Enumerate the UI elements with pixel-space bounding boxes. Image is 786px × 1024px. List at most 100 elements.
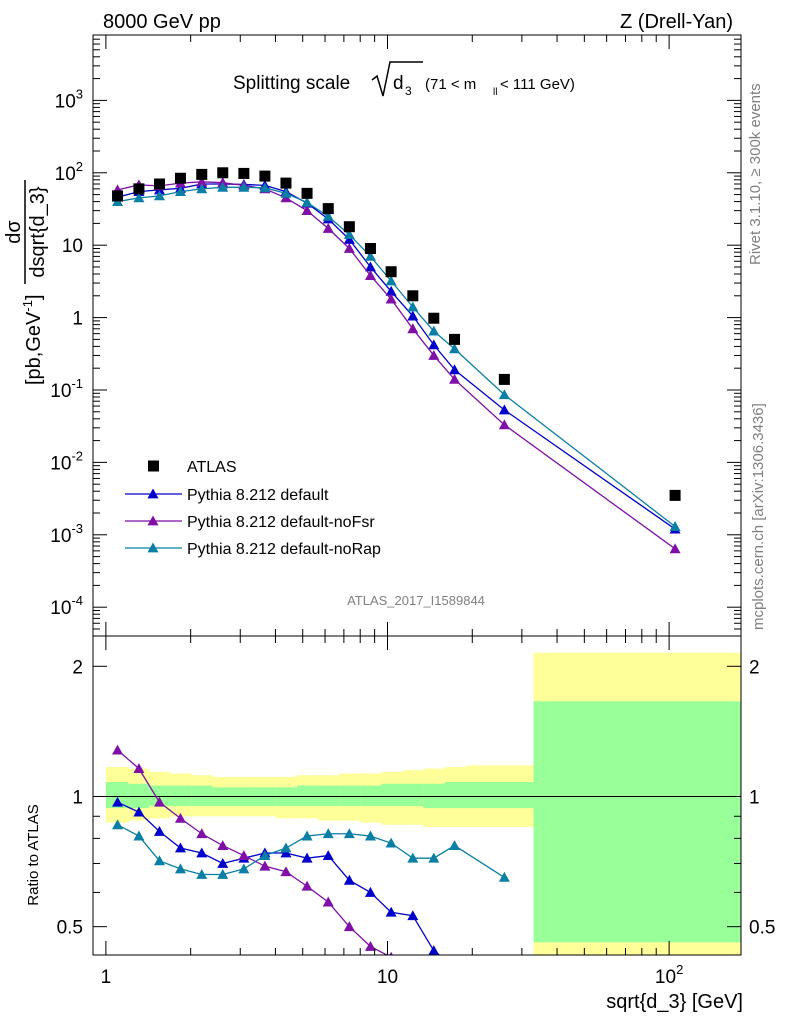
- series-line: [117, 183, 676, 530]
- y-tick-label: 10-4: [50, 593, 83, 619]
- ratio-point: [112, 796, 124, 807]
- legend-label: ATLAS: [187, 459, 237, 476]
- ratio-point: [112, 819, 124, 830]
- atlas-point: [196, 168, 208, 180]
- legend: ATLAS Pythia 8.212 default Pythia 8.212 de…: [125, 459, 381, 558]
- data-point: [133, 192, 145, 203]
- data-point: [364, 270, 376, 281]
- header-right: Z (Drell-Yan): [620, 11, 733, 33]
- legend-marker: [147, 488, 159, 499]
- uncertainty-band-inner: [148, 785, 171, 807]
- uncertainty-band-inner: [170, 785, 192, 807]
- ratio-point: [322, 850, 334, 860]
- header-left: 8000 GeV pp: [103, 11, 221, 33]
- ratio-y-tick-label: 2: [72, 657, 83, 678]
- data-point: [449, 373, 461, 384]
- ratio-point: [343, 921, 355, 932]
- y-tick-label: 10-3: [50, 521, 83, 547]
- y-tick-label: 10-1: [50, 376, 83, 402]
- uncertainty-band-inner: [105, 782, 129, 809]
- ratio-point: [217, 840, 229, 850]
- y-label-numerator: dσ: [3, 220, 25, 244]
- atlas-point: [217, 167, 229, 179]
- data-point: [385, 275, 397, 286]
- data-point: [364, 261, 376, 272]
- ratio-y-tick-label: 0.5: [57, 918, 83, 939]
- ratio-y-tick-label-right: 2: [749, 657, 760, 678]
- ratio-point: [238, 850, 250, 860]
- ratio-point: [133, 830, 145, 841]
- data-point: [385, 285, 397, 296]
- ratio-point: [364, 940, 376, 951]
- data-point: [428, 349, 440, 360]
- legend-label: Pythia 8.212 default: [187, 487, 329, 504]
- analysis-id: ATLAS_2017_I1589844: [347, 593, 485, 608]
- title-range-sub: ll: [493, 87, 497, 98]
- ratio-line: [117, 801, 441, 955]
- data-point: [449, 343, 461, 354]
- ratio-panel: 1 10 102 0.5 0.5 1 1 2 2: [57, 635, 775, 988]
- x-tick-label: 10: [377, 967, 398, 988]
- atlas-point: [498, 373, 510, 385]
- ratio-point: [196, 828, 208, 839]
- data-point: [407, 323, 419, 334]
- atlas-point: [301, 187, 313, 199]
- ratio-point: [259, 850, 271, 860]
- y-tick-label: 10: [62, 236, 83, 257]
- plot-title: Splitting scale d 3 (71 < m ll < 111 GeV…: [233, 61, 575, 98]
- data-point: [498, 389, 510, 400]
- data-point: [385, 293, 397, 304]
- ratio-point: [238, 863, 250, 874]
- ratio-frame: [92, 635, 742, 956]
- y-tick-label: 1: [72, 309, 83, 330]
- ratio-point: [301, 852, 313, 863]
- side-text-top: Rivet 3.1.10, ≥ 300k events: [747, 83, 764, 265]
- atlas-point: [238, 167, 250, 179]
- y-axis-label-units: [pb,GeV-1]: [20, 294, 45, 385]
- ratio-point: [322, 828, 334, 839]
- legend-label: Pythia 8.212 default-noFsr: [187, 514, 375, 531]
- atlas-point: [385, 266, 397, 278]
- ratio-point: [301, 880, 313, 891]
- x-axis-label: sqrt{d_3} [GeV]: [606, 991, 743, 1013]
- uncertainty-band-inner: [296, 785, 319, 807]
- y-axis-label: [pb,GeV-1]: [20, 294, 45, 385]
- atlas-point: [449, 333, 461, 345]
- side-text-bottom: mcplots.cern.ch [arXiv:1306.3436]: [750, 403, 767, 630]
- atlas-point: [112, 190, 124, 202]
- atlas-point: [174, 172, 186, 184]
- atlas-point: [280, 177, 292, 189]
- uncertainty-band-inner: [533, 701, 742, 943]
- uncertainty-band-inner: [191, 785, 213, 807]
- data-point: [196, 183, 208, 194]
- ratio-point: [196, 847, 208, 858]
- ratio-point: [217, 857, 229, 868]
- uncertainty-band-inner: [318, 785, 340, 807]
- data-point: [322, 223, 334, 233]
- legend-marker: [147, 542, 159, 553]
- y-axis-fraction: dσ dsqrt{d_3}: [3, 180, 49, 284]
- data-point: [196, 176, 208, 187]
- uncertainty-band-inner: [423, 783, 446, 809]
- ratio-point: [153, 855, 165, 866]
- ratio-point: [174, 863, 186, 874]
- ratio-point: [428, 852, 440, 863]
- y-tick-label: 10-2: [50, 448, 83, 474]
- title-subscript: 3: [405, 84, 412, 98]
- uncertainty-band-inner: [381, 783, 403, 807]
- ratio-point: [196, 869, 208, 879]
- data-point: [428, 339, 440, 350]
- atlas-point: [259, 170, 271, 182]
- data-point: [428, 325, 440, 336]
- title-main: Splitting scale: [233, 73, 350, 94]
- uncertainty-band-inner: [465, 782, 535, 809]
- atlas-point: [407, 290, 419, 302]
- atlas-point: [669, 489, 681, 501]
- atlas-point: [133, 183, 145, 195]
- ratio-point: [153, 825, 165, 836]
- data-point: [498, 404, 510, 415]
- uncertainty-band-inner: [128, 783, 150, 809]
- data-point: [407, 310, 419, 321]
- ratio-point: [343, 828, 355, 839]
